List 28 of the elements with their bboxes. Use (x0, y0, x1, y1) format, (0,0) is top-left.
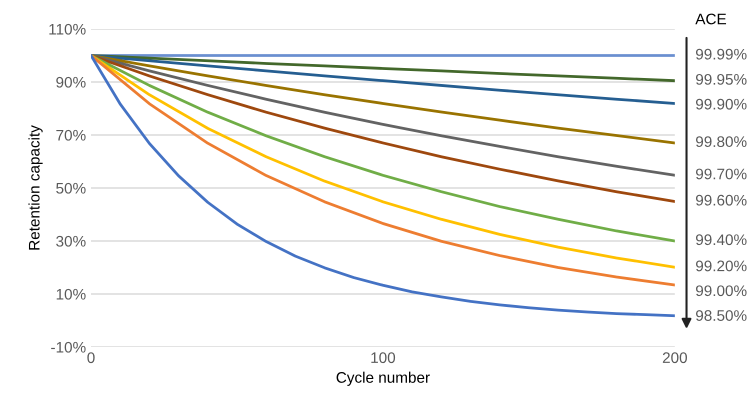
line-series (91, 54, 675, 203)
series-label: 99.70% (696, 168, 747, 180)
y-axis-title: Retention capacity (28, 125, 43, 250)
y-tick-label: 10% (56, 288, 86, 300)
series-label: 99.80% (696, 136, 747, 148)
legend-title: ACE (695, 14, 726, 24)
y-tick-label: 90% (56, 76, 86, 88)
x-tick-label: 200 (662, 352, 687, 364)
y-tick-label: 70% (56, 130, 86, 141)
series-label: 99.99% (696, 48, 747, 60)
line-series (91, 54, 675, 82)
y-tick-label: -10% (51, 342, 86, 353)
y-tick-label: 110% (49, 24, 86, 35)
line-series (91, 54, 675, 144)
x-tick-label: 0 (87, 352, 95, 364)
series-label: 99.90% (696, 98, 747, 110)
line-series (91, 54, 675, 105)
x-tick-label: 100 (371, 352, 396, 364)
series-label: 99.60% (696, 194, 747, 206)
series-label: 98.50% (696, 310, 747, 321)
series-label: 99.95% (696, 74, 747, 85)
line-series (91, 54, 675, 177)
x-axis-title: Cycle number (336, 372, 430, 386)
y-tick-label: 50% (56, 182, 86, 194)
series-label: 99.40% (696, 234, 747, 246)
y-tick-label: 30% (56, 236, 86, 247)
series-label: 99.20% (696, 260, 747, 272)
series-label: 99.00% (696, 285, 747, 296)
